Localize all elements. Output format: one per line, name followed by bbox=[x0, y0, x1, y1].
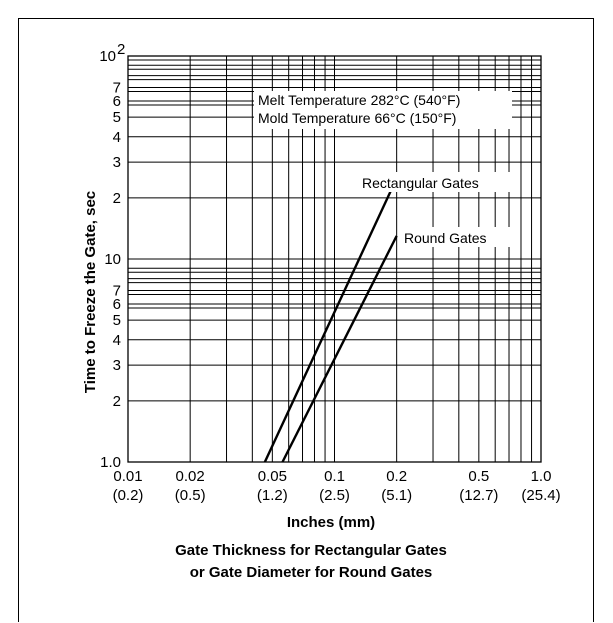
figure-frame bbox=[18, 18, 594, 622]
y-tick-label: 1.0 bbox=[100, 454, 121, 471]
series-label-backdrop bbox=[398, 227, 512, 247]
x-tick-sublabel: (5.1) bbox=[381, 487, 412, 504]
y-tick-label: 5 bbox=[113, 109, 121, 126]
x-tick-label: 0.05 bbox=[258, 468, 287, 485]
y-tick-label: 4 bbox=[113, 129, 121, 146]
y-tick-label-exponent: 2 bbox=[117, 41, 125, 58]
caption-line-2: or Gate Diameter for Round Gates bbox=[190, 564, 433, 581]
x-tick-sublabel: (12.7) bbox=[459, 487, 498, 504]
y-tick-label: 7 bbox=[113, 282, 121, 299]
y-tick-label: 6 bbox=[113, 296, 121, 313]
annotation-text: Melt Temperature 282°C (540°F) bbox=[258, 92, 460, 108]
x-axis-label: Inches (mm) bbox=[287, 514, 375, 531]
y-tick-label: 7 bbox=[113, 79, 121, 96]
y-tick-label: 2 bbox=[113, 190, 121, 207]
x-tick-label: 0.02 bbox=[176, 468, 205, 485]
annotation-backdrop bbox=[254, 91, 512, 129]
y-tick-label: 5 bbox=[113, 312, 121, 329]
x-tick-label: 1.0 bbox=[531, 468, 552, 485]
y-tick-label: 10 bbox=[99, 48, 116, 65]
x-tick-sublabel: (25.4) bbox=[521, 487, 560, 504]
annotations: Melt Temperature 282°C (540°F) Mold Tempe… bbox=[254, 91, 512, 129]
x-tick-sublabel: (0.2) bbox=[113, 487, 144, 504]
data-series: Rectangular Gates Round Gates bbox=[263, 172, 516, 463]
series-label-backdrop bbox=[356, 172, 516, 192]
x-tick-label: 0.1 bbox=[324, 468, 345, 485]
y-axis-label: Time to Freeze the Gate, sec bbox=[82, 191, 99, 393]
series-label: Round Gates bbox=[404, 230, 487, 246]
x-tick-label: 0.2 bbox=[386, 468, 407, 485]
x-tick-sublabel: (0.5) bbox=[175, 487, 206, 504]
plot-border bbox=[127, 55, 542, 463]
x-tick-sublabel: (1.2) bbox=[257, 487, 288, 504]
series-line bbox=[281, 235, 398, 463]
y-tick-label: 4 bbox=[113, 332, 121, 349]
x-tick-label: 0.5 bbox=[468, 468, 489, 485]
annotation-text: Mold Temperature 66°C (150°F) bbox=[258, 110, 456, 126]
series-label: Rectangular Gates bbox=[362, 175, 479, 191]
y-tick-label: 3 bbox=[113, 357, 121, 374]
x-tick-sublabel: (2.5) bbox=[319, 487, 350, 504]
x-tick-labels: 0.01 (0.2) 0.02 (0.5) 0.05 (1.2) 0.1 (2.5) 0.2 (5… bbox=[113, 468, 561, 504]
y-tick-label: 2 bbox=[113, 393, 121, 410]
y-tick-label: 6 bbox=[113, 93, 121, 110]
y-tick-label: 3 bbox=[113, 154, 121, 171]
y-tick-label: 10 bbox=[104, 251, 121, 268]
series-line bbox=[263, 177, 398, 463]
x-tick-label: 0.01 bbox=[113, 468, 142, 485]
caption-line-1: Gate Thickness for Rectangular Gates bbox=[175, 542, 447, 559]
